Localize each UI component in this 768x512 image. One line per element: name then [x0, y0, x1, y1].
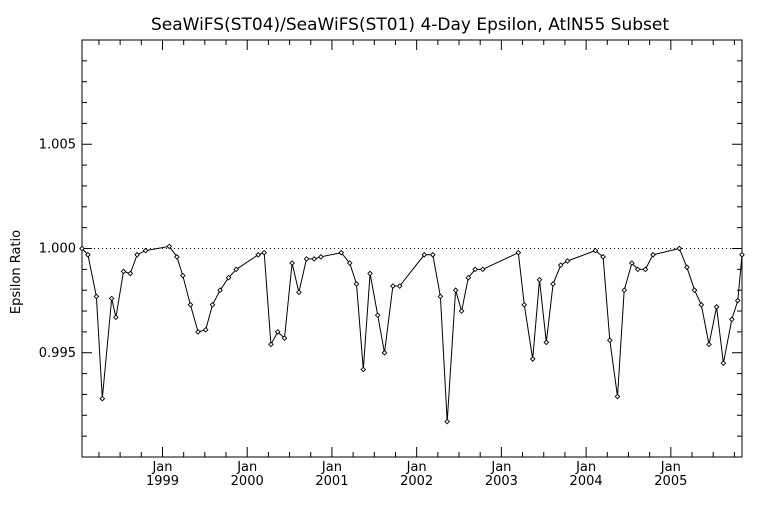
data-point-marker: [720, 360, 727, 367]
data-point-marker: [472, 266, 478, 273]
data-point-marker: [79, 245, 85, 252]
x-tick-month-label: Jan: [406, 460, 427, 475]
data-point-marker: [444, 418, 450, 425]
data-point-marker: [225, 274, 232, 281]
x-tick-year-label: 2003: [485, 474, 518, 489]
data-point-marker: [396, 283, 403, 289]
data-point-marker: [429, 251, 436, 258]
data-point-marker: [142, 247, 149, 254]
data-point-marker: [134, 251, 140, 258]
data-point-marker: [338, 249, 345, 256]
data-point-marker: [255, 251, 262, 258]
data-point-marker: [93, 293, 100, 300]
x-tick-year-label: 2005: [654, 474, 687, 489]
data-point-marker: [543, 339, 550, 346]
data-point-marker: [557, 262, 564, 269]
data-point-marker: [691, 287, 698, 294]
data-point-marker: [650, 251, 656, 258]
data-point-marker: [127, 270, 134, 277]
data-point-marker: [634, 266, 641, 273]
data-point-marker: [353, 281, 360, 287]
data-point-marker: [381, 349, 388, 356]
data-point-marker: [713, 304, 720, 310]
y-tick-label: 1.000: [39, 242, 76, 257]
data-point-marker: [202, 326, 209, 333]
data-point-marker: [281, 335, 288, 341]
data-point-marker: [274, 329, 281, 335]
data-point-marker: [318, 254, 324, 260]
x-tick-year-label: 2002: [400, 474, 433, 489]
data-point-marker: [217, 287, 223, 294]
data-point-marker: [676, 245, 683, 252]
data-point-marker: [311, 256, 317, 262]
y-axis-label: Epsilon Ratio: [9, 230, 24, 314]
data-point-marker: [706, 341, 712, 348]
data-point-marker: [728, 316, 735, 323]
data-point-marker: [437, 293, 444, 300]
data-point-marker: [113, 314, 119, 321]
data-point-marker: [465, 274, 472, 281]
x-tick-month-label: Jan: [151, 460, 172, 475]
chart-title: SeaWiFS(ST04)/SeaWiFS(ST01) 4-Day Epsilo…: [151, 15, 669, 35]
data-point-marker: [209, 301, 216, 308]
x-tick-year-label: 2000: [231, 474, 264, 489]
data-point-marker: [99, 395, 106, 402]
data-point-marker: [458, 308, 465, 314]
y-tick-label: 1.005: [39, 137, 76, 152]
data-point-marker: [85, 251, 91, 258]
data-point-marker: [261, 249, 267, 256]
axis-ticks-group: 0.9951.0001.005Jan1999Jan2000Jan2001Jan2…: [39, 40, 742, 489]
data-point-marker: [698, 301, 705, 308]
data-point-marker: [303, 256, 310, 262]
data-point-marker: [479, 266, 486, 273]
x-tick-year-label: 2001: [315, 474, 348, 489]
data-group: [79, 243, 745, 425]
x-tick-month-label: Jan: [321, 460, 342, 475]
data-point-marker: [296, 289, 302, 296]
data-point-marker: [166, 243, 173, 250]
data-point-marker: [536, 276, 543, 283]
data-point-marker: [621, 287, 628, 294]
data-point-marker: [174, 254, 180, 260]
x-tick-month-label: Jan: [490, 460, 511, 475]
data-point-marker: [515, 249, 522, 256]
data-point-marker: [592, 247, 599, 254]
data-point-marker: [739, 251, 745, 258]
data-point-marker: [529, 356, 536, 362]
y-tick-label: 0.995: [39, 346, 76, 361]
data-point-marker: [346, 260, 353, 266]
data-point-marker: [268, 341, 274, 348]
data-point-marker: [684, 264, 690, 271]
data-point-marker: [606, 337, 613, 344]
data-point-marker: [614, 393, 621, 400]
data-point-marker: [187, 301, 194, 308]
data-point-marker: [179, 272, 186, 279]
x-tick-year-label: 2004: [570, 474, 603, 489]
data-point-marker: [564, 258, 571, 264]
data-point-marker: [421, 251, 428, 258]
data-point-marker: [120, 268, 127, 275]
x-tick-month-label: Jan: [575, 460, 596, 475]
data-point-marker: [452, 287, 459, 294]
data-point-marker: [367, 270, 373, 277]
x-tick-year-label: 1999: [146, 474, 179, 489]
data-point-marker: [521, 301, 528, 308]
data-point-marker: [195, 329, 201, 335]
data-point-marker: [289, 260, 295, 266]
x-tick-month-label: Jan: [236, 460, 257, 475]
data-point-marker: [108, 295, 115, 302]
data-point-marker: [550, 281, 556, 287]
series-line: [81, 245, 743, 422]
data-point-marker: [390, 283, 396, 289]
data-point-marker: [629, 260, 635, 266]
data-point-marker: [734, 297, 741, 304]
plot-frame: [81, 39, 743, 458]
data-point-marker: [374, 312, 381, 319]
x-tick-month-label: Jan: [660, 460, 681, 475]
data-point-marker: [600, 254, 606, 260]
data-point-marker: [360, 366, 367, 373]
data-point-marker: [642, 266, 649, 273]
data-point-marker: [233, 266, 240, 273]
